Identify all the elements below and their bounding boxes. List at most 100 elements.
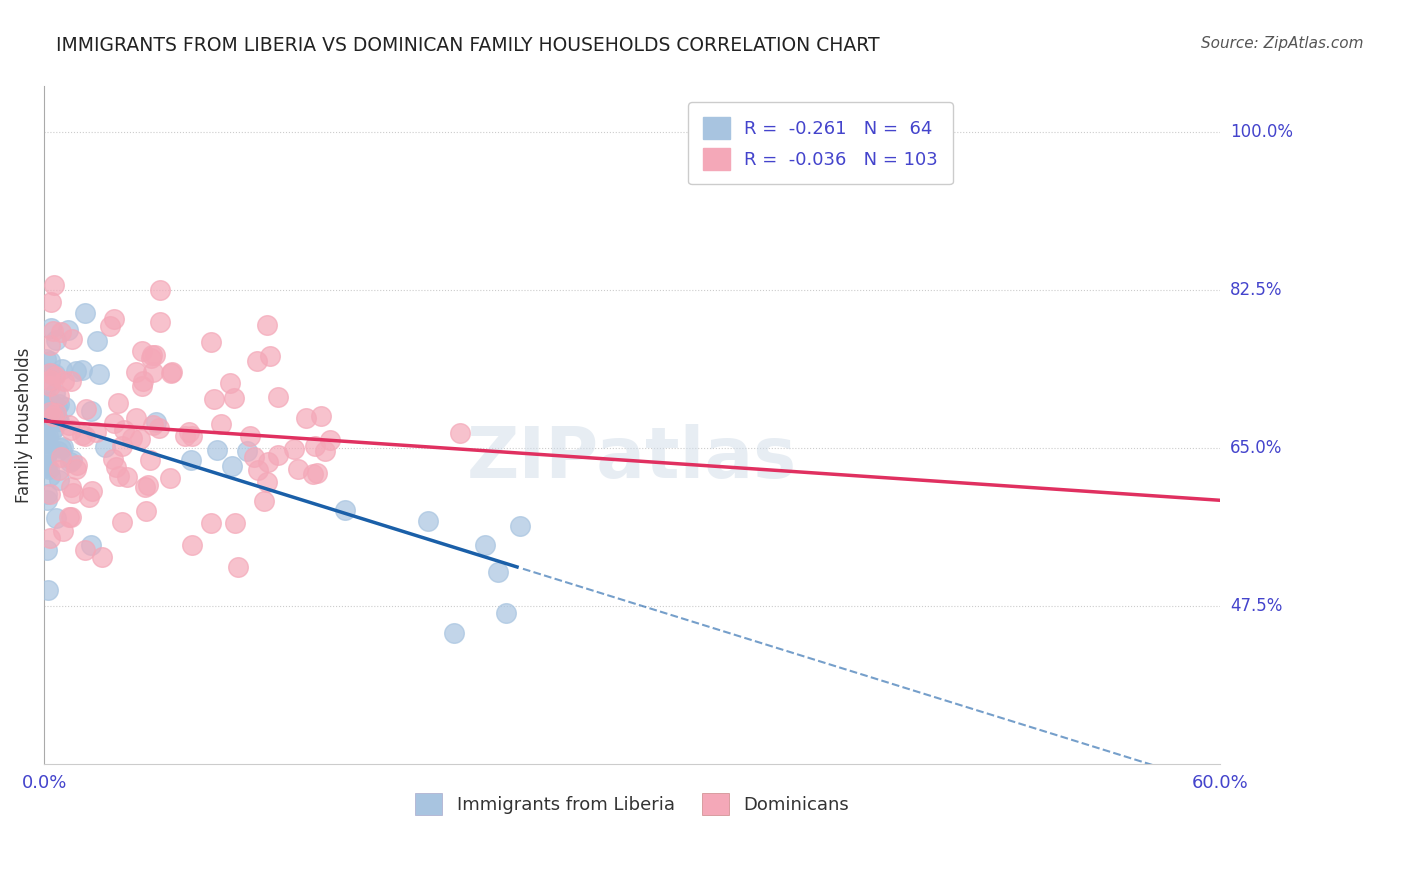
Point [42, 324, 65, 338]
Point [221, 458, 243, 473]
Point [218, 376, 240, 391]
Point [205, 442, 228, 457]
Point [39, 531, 62, 545]
Point [181, 538, 204, 552]
Point [35, 410, 58, 425]
Point [39, 405, 62, 419]
Point [115, 469, 138, 483]
Point [58, 510, 80, 524]
Point [159, 471, 181, 485]
Point [246, 463, 269, 477]
Point [148, 421, 170, 435]
Point [70, 363, 93, 377]
Point [287, 462, 309, 476]
Point [37, 487, 59, 501]
Point [38, 394, 60, 409]
Point [65, 462, 87, 476]
Point [121, 431, 143, 445]
Text: 82.5%: 82.5% [1230, 281, 1282, 299]
Point [39, 337, 62, 351]
Point [307, 466, 329, 480]
Point [49, 441, 72, 455]
Point [65, 364, 87, 378]
Point [42, 409, 65, 424]
Point [38, 461, 60, 475]
Point [149, 284, 172, 298]
Point [173, 429, 195, 443]
Point [73, 306, 96, 320]
Point [124, 411, 146, 425]
Point [111, 439, 134, 453]
Point [200, 334, 222, 349]
Point [38, 354, 60, 368]
Point [304, 439, 326, 453]
Text: 100.0%: 100.0% [1230, 122, 1294, 141]
Point [42, 277, 65, 292]
Point [80, 538, 103, 552]
Point [51, 450, 73, 464]
Point [142, 365, 165, 379]
Point [62, 485, 84, 500]
Point [94, 440, 117, 454]
Point [39, 366, 62, 380]
Point [256, 475, 278, 489]
Point [139, 351, 162, 366]
Point [245, 353, 267, 368]
Point [107, 396, 129, 410]
Point [145, 415, 167, 429]
Point [38, 366, 60, 380]
Point [53, 401, 76, 415]
Point [35, 396, 58, 410]
Point [44, 367, 66, 381]
Point [48, 414, 70, 428]
Point [449, 425, 471, 440]
Point [45, 401, 67, 415]
Point [35, 435, 58, 450]
Point [333, 503, 356, 517]
Point [35, 431, 58, 445]
Point [226, 560, 249, 574]
Point [70, 428, 93, 442]
Point [35, 459, 58, 474]
Point [35, 378, 58, 392]
Point [35, 542, 58, 557]
Point [58, 323, 80, 337]
Point [177, 425, 200, 439]
Point [259, 349, 281, 363]
Point [39, 373, 62, 387]
Point [148, 315, 170, 329]
Point [314, 443, 336, 458]
Point [136, 477, 159, 491]
Point [35, 351, 58, 366]
Point [60, 480, 83, 494]
Point [135, 504, 157, 518]
Point [202, 392, 225, 407]
Point [180, 453, 202, 467]
Point [60, 332, 83, 346]
Point [309, 409, 332, 423]
Point [267, 391, 290, 405]
Point [73, 428, 96, 442]
Point [37, 582, 59, 597]
Point [200, 516, 222, 530]
Point [222, 391, 245, 405]
Point [443, 626, 465, 640]
Point [474, 538, 496, 552]
Point [224, 516, 246, 530]
Point [131, 374, 153, 388]
Point [131, 379, 153, 393]
Point [48, 443, 70, 458]
Point [48, 463, 70, 477]
Point [51, 362, 73, 376]
Point [104, 460, 127, 475]
Point [59, 423, 82, 437]
Point [51, 325, 73, 339]
Point [160, 366, 183, 380]
Point [48, 389, 70, 403]
Point [142, 418, 165, 433]
Point [418, 515, 440, 529]
Point [37, 492, 59, 507]
Point [45, 406, 67, 420]
Point [73, 542, 96, 557]
Point [486, 566, 509, 580]
